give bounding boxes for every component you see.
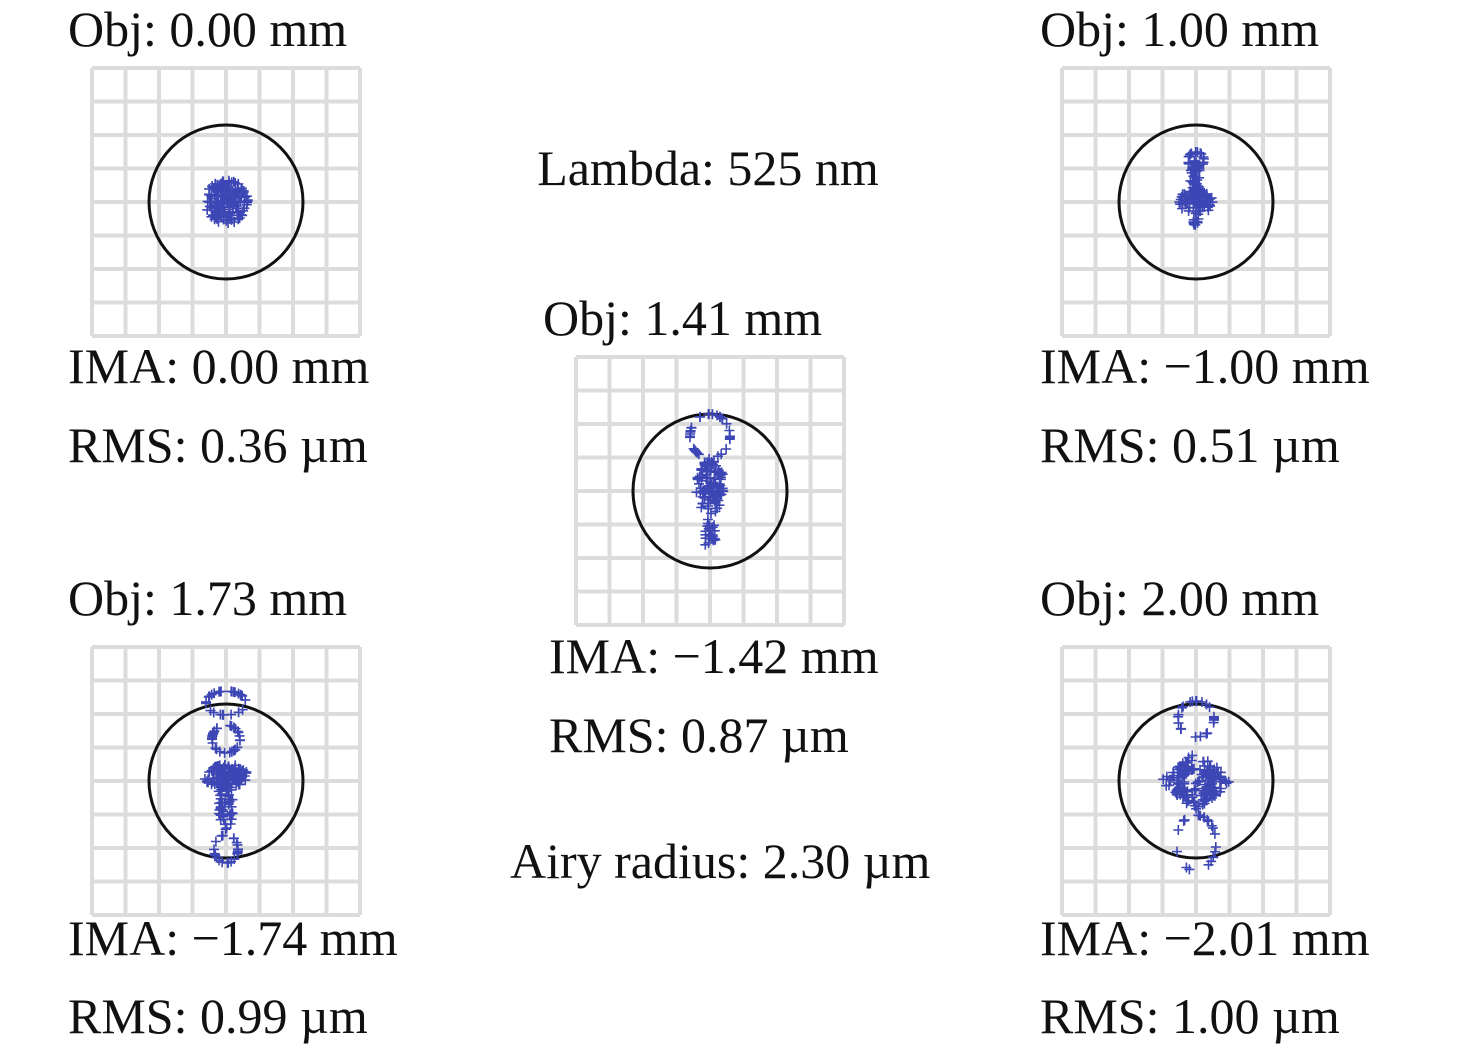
spot-panel: Obj: 0.00 mm IMA: 0.00 mm RMS: 0.36 µm (68, 1, 370, 473)
airy-radius-label: Airy radius: 2.30 µm (510, 833, 931, 889)
airy-disk (147, 702, 305, 860)
spot-panel: Obj: 1.00 mm IMA: −1.00 mm RMS: 0.51 µm (1040, 1, 1370, 473)
object-height-label: Obj: 1.00 mm (1040, 1, 1319, 57)
spot-panel: Obj: 1.73 mm IMA: −1.74 mm RMS: 0.99 µm (68, 570, 398, 1044)
image-height-label: IMA: −1.42 mm (549, 628, 879, 684)
image-height-label: IMA: −1.74 mm (68, 910, 398, 966)
rms-radius-label: RMS: 0.36 µm (68, 417, 368, 473)
image-height-label: IMA: 0.00 mm (68, 338, 370, 394)
image-height-label: IMA: −1.00 mm (1040, 338, 1370, 394)
image-height-label: IMA: −2.01 mm (1040, 910, 1370, 966)
object-height-label: Obj: 0.00 mm (68, 1, 347, 57)
rms-radius-label: RMS: 0.51 µm (1040, 417, 1340, 473)
object-height-label: Obj: 1.41 mm (543, 290, 822, 346)
rms-radius-label: RMS: 0.99 µm (68, 988, 368, 1044)
rms-radius-label: RMS: 1.00 µm (1040, 988, 1340, 1044)
object-height-label: Obj: 1.73 mm (68, 570, 347, 626)
airy-disk (147, 123, 305, 281)
spot-points (199, 686, 252, 868)
rms-radius-label: RMS: 0.87 µm (549, 707, 849, 763)
spot-points (202, 175, 253, 228)
spot-points (1174, 147, 1218, 230)
object-height-label: Obj: 2.00 mm (1040, 570, 1319, 626)
airy-disk (1117, 123, 1275, 281)
spot-points (685, 409, 735, 550)
spot-points (1158, 696, 1234, 875)
spot-panel: Obj: 2.00 mm IMA: −2.01 mm RMS: 1.00 µm (1040, 570, 1370, 1044)
spot-panel: Obj: 1.41 mm IMA: −1.42 mm RMS: 0.87 µm (543, 290, 879, 763)
wavelength-label: Lambda: 525 nm (537, 140, 879, 196)
